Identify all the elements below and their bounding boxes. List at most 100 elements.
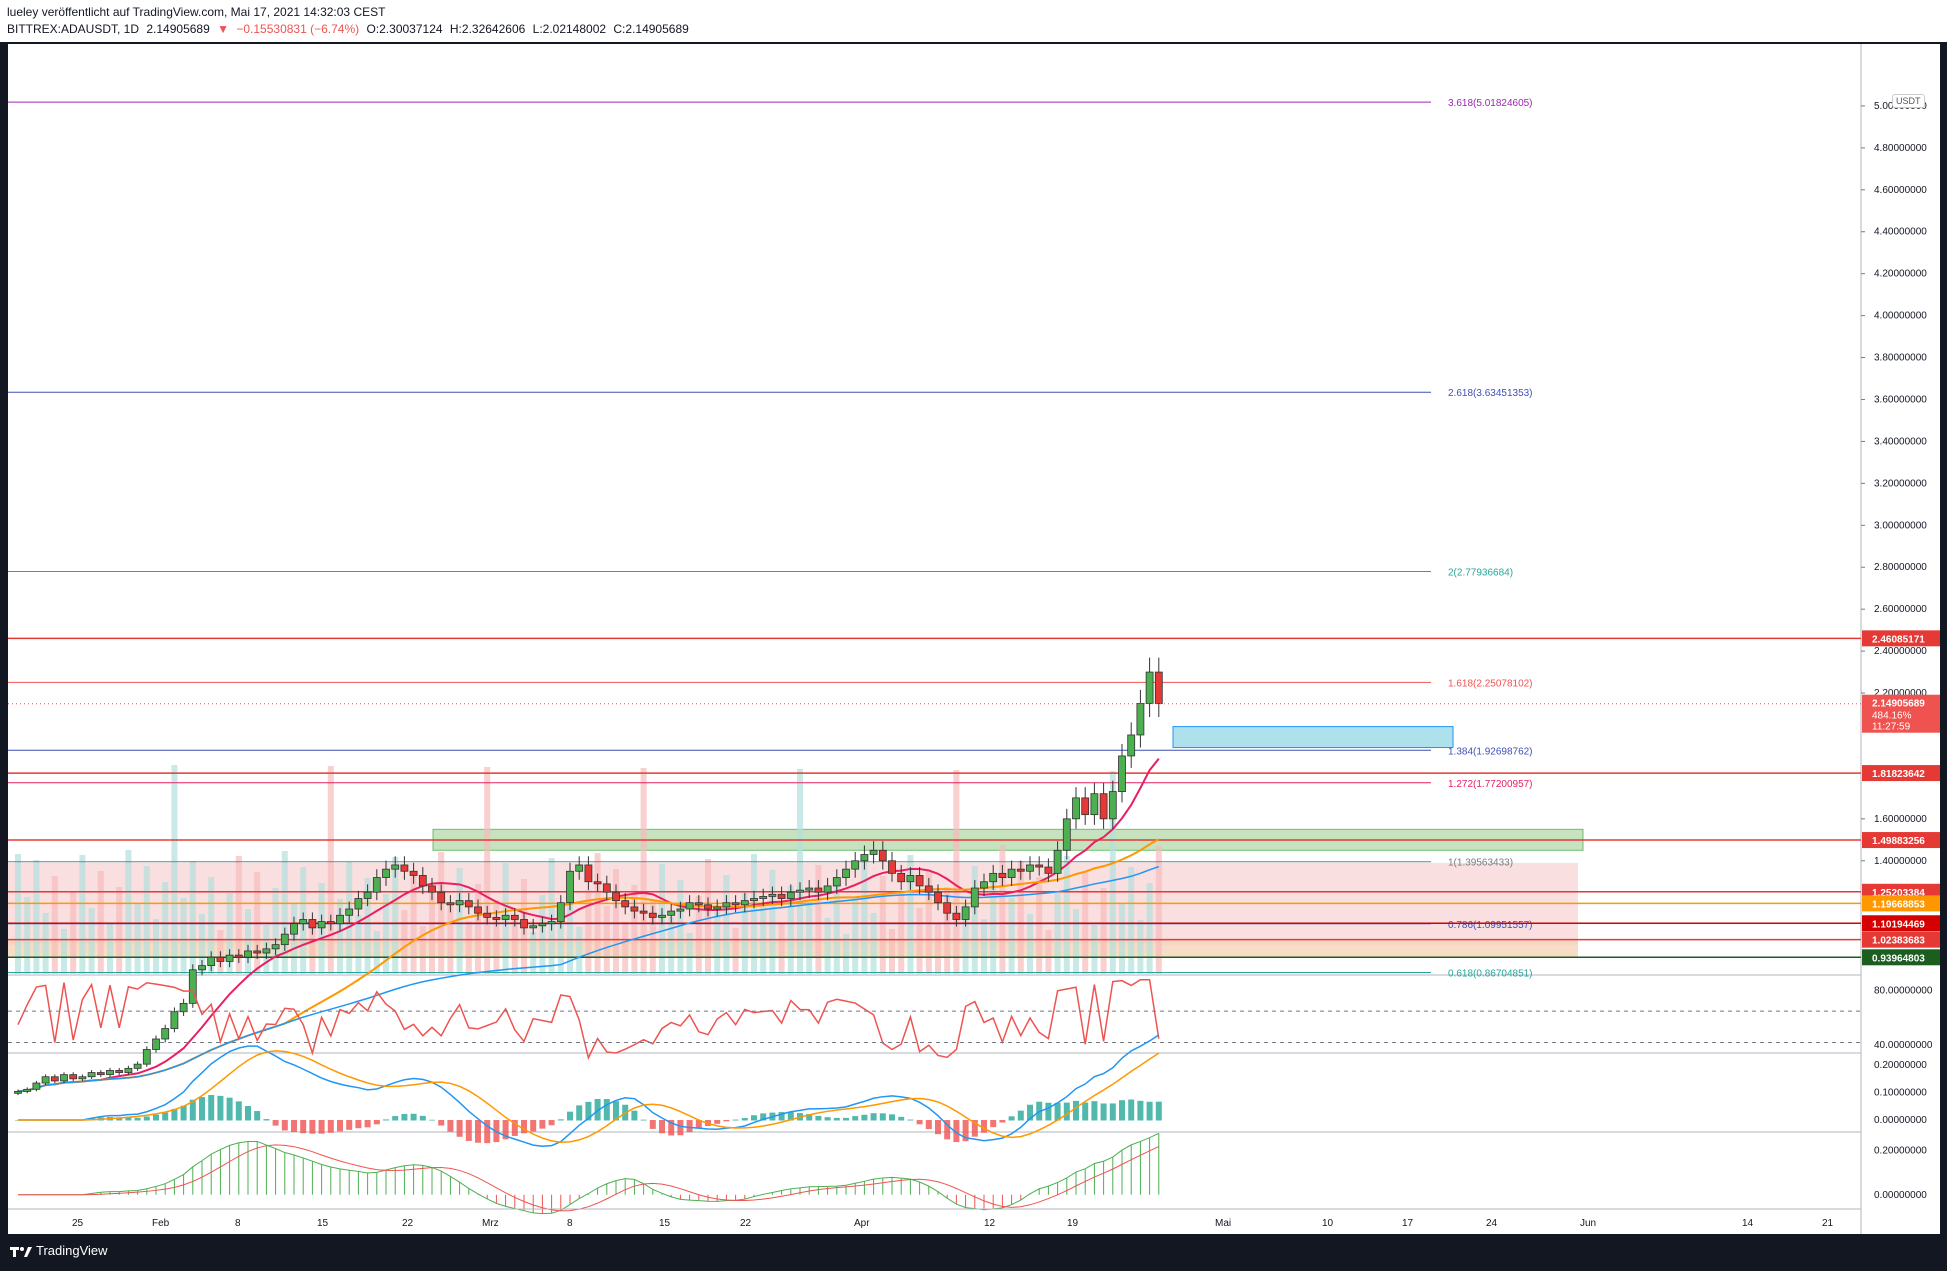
macd-hist-90: [843, 1117, 849, 1121]
y-tick-label-11: 2.80000000: [1874, 562, 1927, 573]
y-tick-label-7: 3.60000000: [1874, 394, 1927, 405]
candle-body-104: [970, 887, 979, 908]
volume-bar-95: [889, 929, 895, 974]
candle-body-54: [510, 914, 519, 920]
candle-body-113: [1053, 849, 1062, 874]
macd-hist-92: [861, 1114, 868, 1121]
macd-hist-70: [659, 1120, 665, 1134]
macd-hist-89: [833, 1117, 840, 1121]
volume-bar-93: [870, 913, 877, 974]
volume-bar-10: [107, 924, 113, 974]
candle-body-69: [648, 912, 657, 918]
candle-body-124: [1154, 671, 1163, 704]
volume-bar-8: [88, 908, 95, 974]
macd-hist-12: [125, 1117, 132, 1121]
macd-hist-122: [1137, 1100, 1144, 1121]
candle-body-65: [612, 891, 620, 902]
macd-hist-124: [1155, 1101, 1162, 1121]
volume-bar-119: [1109, 771, 1116, 974]
candle-body-37: [354, 898, 363, 910]
x-tick-17: 14: [1742, 1218, 1754, 1229]
volume-bar-98: [916, 908, 923, 974]
x-tick-2: 8: [235, 1218, 241, 1229]
level-tag-label-5: 1.10194469: [1872, 919, 1925, 930]
currency-badge[interactable]: USDT: [1892, 94, 1925, 108]
y-tick-label-4: 4.20000000: [1874, 269, 1927, 280]
volume-bar-0: [15, 854, 21, 974]
volume-bar-11: [116, 887, 123, 974]
osc-tick-1: 0.00000000: [1874, 1190, 1927, 1201]
candle-body-14: [142, 1049, 151, 1065]
candle-body-23: [225, 954, 234, 962]
y-tick-label-2: 4.60000000: [1874, 185, 1927, 196]
last-price: 2.14905689: [146, 22, 210, 36]
x-tick-14: 17: [1402, 1218, 1414, 1229]
macd-hist-97: [907, 1119, 914, 1121]
macd-hist-35: [337, 1120, 343, 1132]
macd-hist-22: [217, 1095, 224, 1121]
volume-bar-57: [539, 895, 546, 974]
candle-body-34: [326, 921, 335, 925]
macd-hist-60: [567, 1111, 573, 1121]
candle-body-106: [989, 872, 998, 883]
macd-hist-76: [714, 1120, 721, 1124]
osc-tick-0: 0.20000000: [1874, 1146, 1927, 1157]
y-tick-label-8: 3.40000000: [1874, 436, 1927, 447]
candle-body-93: [869, 849, 878, 855]
volume-bar-99: [925, 871, 932, 974]
volume-bar-82: [769, 870, 776, 974]
volume-bar-18: [180, 898, 187, 974]
candle-body-7: [78, 1076, 87, 1080]
volume-bar-38: [364, 878, 371, 974]
candle-body-35: [336, 914, 344, 925]
candle-body-20: [198, 965, 206, 971]
candle-body-115: [1072, 797, 1080, 820]
volume-bar-61: [576, 927, 583, 974]
x-tick-10: 12: [984, 1218, 996, 1229]
level-tag-label-6: 1.02383683: [1872, 936, 1925, 947]
volume-bar-28: [272, 888, 279, 974]
fib-label-2: 2(2.77936684): [1448, 568, 1513, 579]
macd-hist-28: [272, 1120, 279, 1126]
candle-body-47: [446, 902, 455, 906]
volume-bar-40: [383, 894, 389, 974]
level-tag-1: [1862, 765, 1940, 782]
candle-body-74: [694, 902, 703, 906]
chart-area[interactable]: 5.000000004.800000004.600000004.40000000…: [8, 44, 1940, 1234]
candle-body-83: [777, 893, 786, 899]
symbol-name[interactable]: BITTREX:ADAUSDT, 1D: [7, 22, 140, 36]
chart-svg[interactable]: 5.000000004.800000004.600000004.40000000…: [8, 44, 1940, 1234]
macd-hist-68: [640, 1119, 647, 1121]
macd-hist-29: [281, 1120, 288, 1131]
candle-body-3: [41, 1076, 50, 1084]
macd-hist-93: [870, 1113, 877, 1121]
volume-bar-48: [456, 868, 463, 974]
macd-hist-40: [383, 1119, 389, 1121]
volume-bar-103: [962, 903, 969, 974]
volume-bar-59: [557, 911, 564, 974]
candle-body-64: [602, 883, 611, 893]
macd-hist-71: [668, 1120, 675, 1136]
volume-bar-39: [373, 931, 380, 974]
candle-body-21: [207, 956, 216, 967]
x-tick-12: Mai: [1215, 1218, 1231, 1229]
macd-hist-80: [751, 1115, 757, 1121]
x-tick-16: Jun: [1580, 1218, 1596, 1229]
y-tick-label-9: 3.20000000: [1874, 478, 1927, 489]
volume-bar-17: [171, 765, 178, 974]
candle-body-111: [1035, 864, 1044, 868]
candle-body-11: [115, 1070, 124, 1073]
fib-label-1: 2.618(3.63451353): [1448, 388, 1533, 399]
x-tick-5: Mrz: [482, 1218, 499, 1229]
macd-hist-41: [392, 1116, 399, 1121]
volume-bar-56: [530, 932, 537, 974]
rsi-tick-0: 80.00000000: [1874, 986, 1933, 997]
macd-hist-77: [723, 1120, 730, 1122]
macd-hist-32: [309, 1120, 316, 1134]
macd-hist-64: [603, 1099, 610, 1121]
volume-bar-114: [1063, 856, 1070, 974]
volume-bar-101: [944, 887, 951, 974]
volume-bar-37: [355, 915, 362, 974]
volume-bar-54: [511, 916, 518, 974]
macd-hist-19: [189, 1099, 196, 1121]
